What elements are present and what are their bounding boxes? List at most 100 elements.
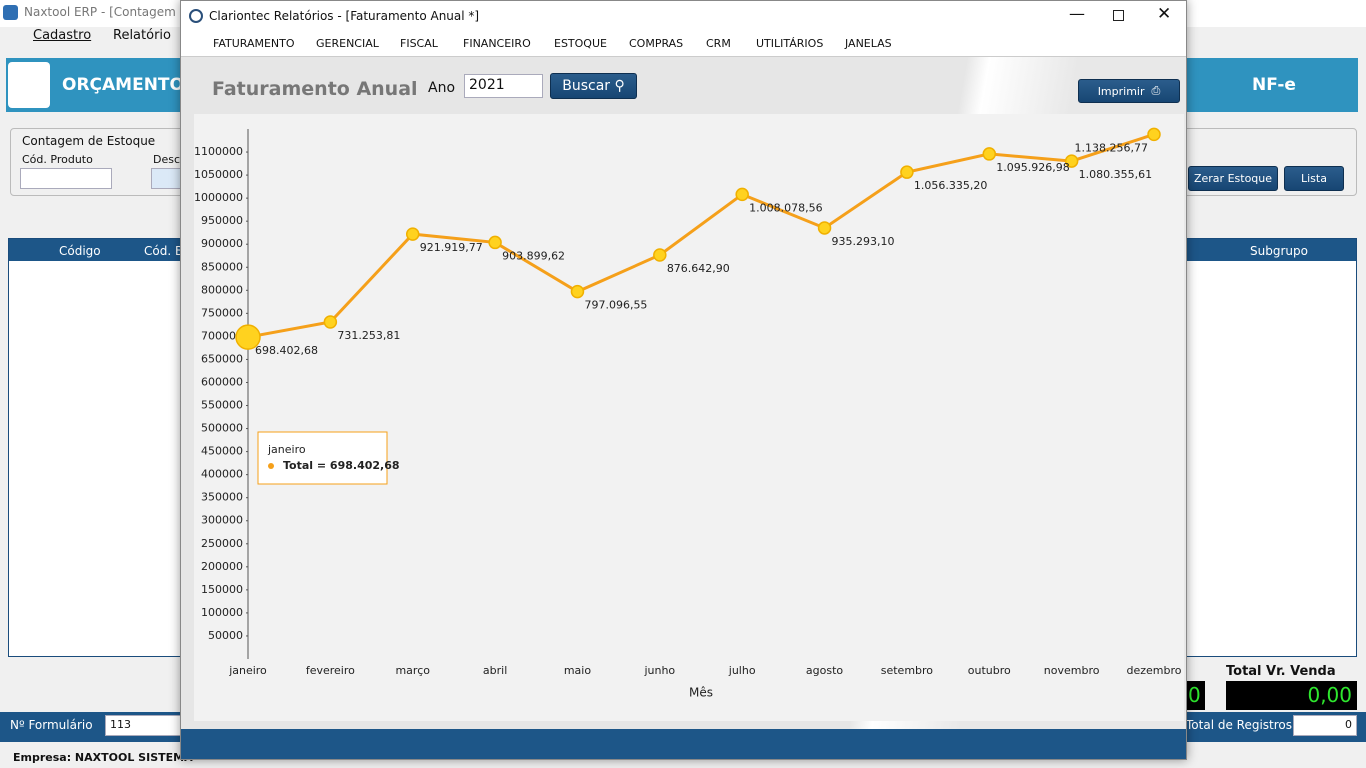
data-label: 797.096,55 (584, 299, 647, 312)
y-tick-label: 400000 (201, 468, 243, 481)
y-tick-label: 250000 (201, 537, 243, 550)
y-tick-label: 100000 (201, 606, 243, 619)
y-tick-label: 1100000 (194, 145, 243, 158)
window-menu-item[interactable]: FATURAMENTO (213, 37, 295, 50)
data-point (900, 165, 914, 179)
data-point (235, 324, 261, 350)
bg-total-value: 0,00 (1307, 683, 1352, 707)
data-label: 698.402,68 (255, 344, 318, 357)
window-maximize[interactable] (1113, 10, 1124, 21)
year-input[interactable]: 2021 (464, 74, 543, 98)
data-point (735, 187, 749, 202)
y-tick-label: 300000 (201, 514, 243, 527)
x-tick-label: junho (643, 664, 675, 677)
bg-button-label: Zerar Estoque (1193, 172, 1273, 185)
data-point (817, 221, 832, 235)
y-tick-label: 1050000 (194, 168, 243, 181)
y-tick-label: 200000 (201, 560, 243, 573)
chart: 50000 100000 150000 200000 250000 300000 35000… (194, 127, 1182, 700)
print-button[interactable]: Imprimir ⎙ (1078, 79, 1180, 103)
data-point (982, 147, 997, 161)
tooltip-title: janeiro (267, 443, 306, 456)
data-label: 935.293,10 (832, 235, 895, 248)
bg-banner-left[interactable]: ORÇAMENTOS (62, 75, 197, 95)
window-menu-item[interactable]: ESTOQUE (554, 37, 607, 50)
window-title: Clariontec Relatórios - [Faturamento Anu… (209, 9, 480, 23)
tooltip: janeiro Total = 698.402,68 (257, 431, 400, 485)
bg-banner-icon (8, 62, 50, 108)
x-tick-label: dezembro (1127, 664, 1182, 677)
y-tick-label: 600000 (201, 375, 243, 388)
search-button[interactable]: Buscar ⚲ (550, 73, 637, 99)
y-tick-label: 550000 (201, 399, 243, 412)
window-menu-item[interactable]: JANELAS (845, 37, 892, 50)
x-tick-label: julho (728, 664, 756, 677)
bg-form-input[interactable]: 113 (105, 715, 185, 736)
x-tick-label: outubro (968, 664, 1011, 677)
window-close[interactable]: ✕ (1157, 4, 1172, 24)
data-point (323, 315, 338, 329)
bg-field-label: Cód. Produto (22, 153, 93, 166)
data-label: 1.080.355,61 (1079, 168, 1152, 181)
data-label: 1.008.078,56 (749, 201, 822, 214)
window-menubar (181, 33, 1186, 57)
bg-records-label: Total de Registros (1186, 718, 1293, 732)
window-menu-item[interactable]: COMPRAS (629, 37, 684, 50)
bg-menu-item[interactable]: Cadastro (33, 28, 92, 43)
bg-total-label: Total Vr. Venda (1226, 664, 1336, 679)
y-tick-label: 750000 (201, 306, 243, 319)
bg-status: Empresa: NAXTOOL SISTEMA (13, 751, 193, 764)
x-axis-label: Mês (689, 686, 713, 700)
y-tick-label: 350000 (201, 491, 243, 504)
bg-menu-item[interactable]: Relatório (113, 28, 171, 43)
bg-table-header-cell[interactable]: Subgrupo (1250, 244, 1308, 258)
y-tick-label: 950000 (201, 214, 243, 227)
bg-records-value: 0 (1345, 718, 1352, 731)
bg-records-input[interactable]: 0 (1293, 715, 1357, 736)
bg-total-box (1226, 681, 1357, 710)
search-button-label: Buscar (562, 78, 611, 94)
bg-group-title: Contagem de Estoque (22, 134, 156, 148)
data-point (488, 235, 502, 250)
y-tick-label: 850000 (201, 260, 243, 273)
report-header: Faturamento Anual (212, 78, 418, 100)
series-line (247, 132, 1155, 339)
data-label: 1.095.926,98 (996, 161, 1069, 174)
x-tick-label: agosto (806, 664, 843, 677)
window-minimize[interactable]: — (1069, 4, 1085, 23)
data-point (1064, 154, 1079, 168)
bg-table-header-cell[interactable]: Código (59, 244, 101, 258)
data-point (570, 284, 585, 299)
window-footer (181, 729, 1186, 759)
window-menu-item[interactable]: GERENCIAL (316, 37, 379, 50)
bg-total-box (1187, 681, 1205, 710)
data-label: 1.056.335,20 (914, 179, 987, 192)
y-tick-label: 1000000 (194, 191, 243, 204)
window-menu-item[interactable]: FINANCEIRO (463, 37, 531, 50)
y-tick-label: 50000 (208, 629, 243, 642)
bg-button[interactable]: Lista (1284, 166, 1344, 191)
bg-button-label: Lista (1301, 172, 1327, 185)
chart-panel (194, 114, 1184, 721)
bg-field-label: Desc (153, 153, 181, 166)
window-menu-item[interactable]: FISCAL (400, 37, 438, 50)
bg-banner-right[interactable]: NF-e (1252, 75, 1296, 95)
bg-title: Naxtool ERP - [Contagem de (24, 5, 195, 19)
x-tick-label: janeiro (228, 664, 267, 677)
data-label: 921.919,77 (420, 241, 483, 254)
bg-input[interactable] (20, 168, 112, 189)
window-menu-item[interactable]: UTILITÁRIOS (756, 37, 824, 50)
bg-table-header-cell[interactable]: Cód. B (144, 244, 184, 258)
bg-button[interactable]: Zerar Estoque (1188, 166, 1278, 191)
bg-form-value: 113 (110, 718, 131, 731)
data-point (405, 227, 420, 241)
y-tick-label: 650000 (201, 352, 243, 365)
bg-partial-value: 0 (1188, 683, 1201, 707)
data-label: 876.642,90 (667, 262, 730, 275)
window-menu-item[interactable]: CRM (706, 37, 731, 50)
x-tick-label: maio (564, 664, 592, 677)
x-tick-label: novembro (1044, 664, 1100, 677)
y-tick-label: 800000 (201, 283, 243, 296)
y-tick-label: 150000 (201, 583, 243, 596)
